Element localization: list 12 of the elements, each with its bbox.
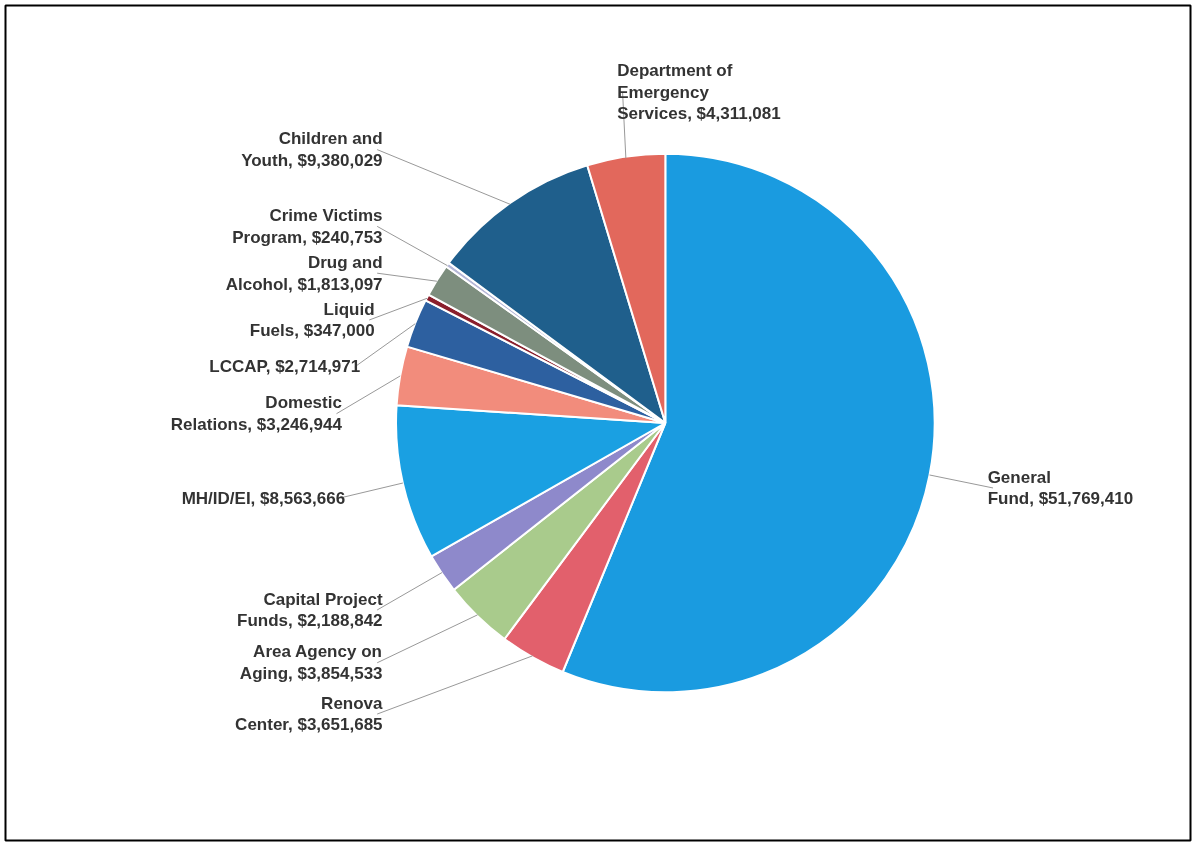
slice-label: Domestic Relations, $3,246,944 bbox=[170, 393, 343, 435]
slice-label: Children and Youth, $9,380,029 bbox=[241, 129, 383, 171]
slice-label: MH/ID/EI, $8,563,666 bbox=[181, 488, 346, 508]
slice-label: Drug and Alcohol, $1,813,097 bbox=[225, 252, 383, 294]
slice-label: Crime Victims Program, $240,753 bbox=[232, 205, 383, 247]
slice-label: Area Agency on Aging, $3,854,533 bbox=[239, 642, 383, 684]
slice-label: Renova Center, $3,651,685 bbox=[235, 693, 384, 735]
slice-label: Liquid Fuels, $347,000 bbox=[249, 299, 375, 341]
slice-label: Department of Emergency Services, $4,311,081 bbox=[617, 60, 781, 124]
slice-label: Capital Project Funds, $2,188,842 bbox=[237, 589, 383, 631]
slice-label: General Fund, $51,769,410 bbox=[987, 467, 1134, 509]
slice-label: LCCAP, $2,714,971 bbox=[209, 357, 361, 377]
